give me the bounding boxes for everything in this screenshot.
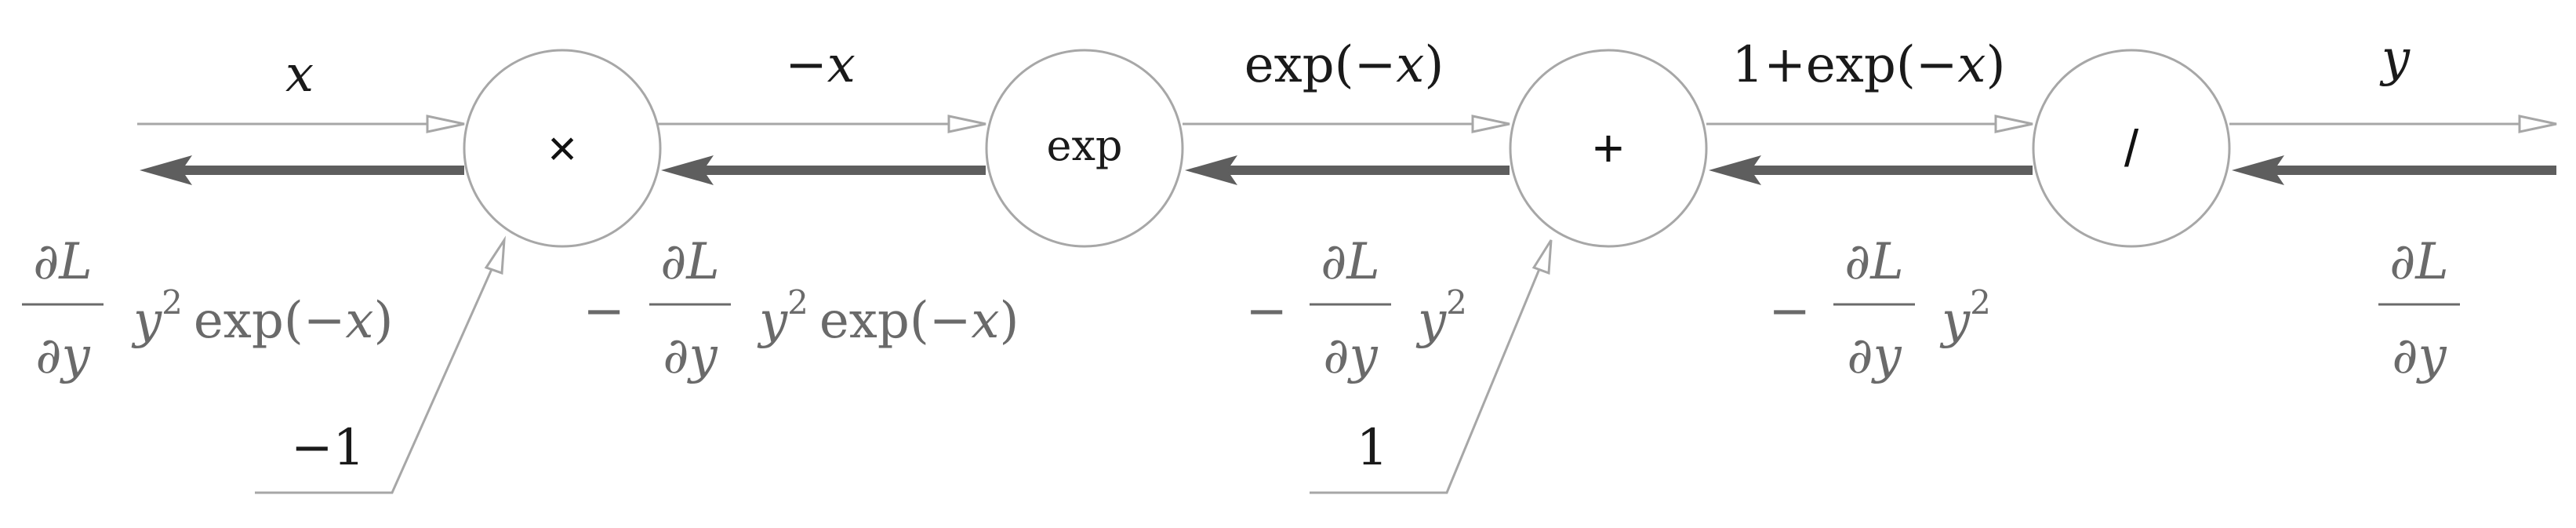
node-divide-symbol: /: [2124, 119, 2139, 177]
forward-arrowhead-x: [426, 115, 465, 133]
gradient-at-mul-exp-var: x: [971, 292, 999, 350]
label-one-plus-close: ): [1986, 36, 2006, 94]
gradient-at-add: − ∂L ∂y y2: [1768, 233, 1991, 385]
label-exp-var: x: [1396, 36, 1424, 94]
label-one-plus-exp: 1+exp(−x): [1732, 36, 2006, 94]
backward-arrowhead-to-x: [140, 155, 192, 185]
gradient-at-y: ∂L ∂y: [2378, 233, 2460, 385]
node-add-symbol: +: [1593, 118, 1624, 178]
gradient-at-exp-denominator: ∂y: [1323, 327, 1378, 385]
node-multiply: ×: [463, 49, 662, 248]
gradient-at-mul-denominator: ∂y: [663, 327, 718, 385]
gradient-at-exp-sq: 2: [1446, 283, 1467, 322]
label-x: x: [285, 46, 314, 104]
forward-arrowhead-exp: [1471, 115, 1510, 133]
gradient-at-add-rest: y2: [1939, 283, 1991, 350]
gradient-at-add-denominator: ∂y: [1847, 327, 1902, 385]
side-input-labels: −1 1: [291, 419, 1389, 477]
side-input-line-add: [1310, 246, 1550, 494]
node-exp: exp: [985, 49, 1184, 248]
label-y: y: [2379, 30, 2411, 88]
gradient-at-x-exp-close: ): [374, 292, 394, 350]
gradient-at-add-minus: −: [1768, 282, 1811, 340]
label-one-plus-func: 1+exp(−: [1732, 36, 1958, 94]
gradient-at-exp-rest: y2: [1415, 283, 1467, 350]
label-neg-x-sign: −: [785, 36, 827, 94]
forward-arrowhead-neg-x: [947, 115, 986, 133]
label-one-plus-var: x: [1957, 36, 1986, 94]
gradient-at-mul-exp: exp(−: [819, 292, 972, 350]
backward-arrowhead-to-exp: [1185, 155, 1237, 185]
label-exp-neg-x: exp(−x): [1244, 36, 1444, 94]
forward-arrows: [137, 115, 2557, 133]
gradient-at-add-numerator: ∂L: [1844, 233, 1904, 291]
gradient-at-exp: − ∂L ∂y y2: [1245, 233, 1467, 385]
backward-arrowhead-to-add: [1709, 155, 1761, 185]
gradient-at-mul-sq: 2: [787, 283, 808, 322]
gradient-at-mul-numerator: ∂L: [660, 233, 720, 291]
gradient-at-y-numerator: ∂L: [2389, 233, 2449, 291]
gradient-at-add-sq: 2: [1970, 283, 1991, 322]
gradient-at-mul-exp-close: ): [1000, 292, 1019, 350]
side-input-line-mul: [255, 246, 503, 494]
side-input-minus-one: −1: [291, 419, 365, 477]
gradient-at-mul-minus: −: [583, 282, 625, 340]
forward-arrowhead-y: [2518, 115, 2557, 133]
node-divide-circle: [2032, 49, 2231, 248]
node-multiply-symbol: ×: [547, 120, 576, 177]
gradient-at-add-y: y: [1939, 292, 1971, 350]
gradient-at-x-exp-var: x: [345, 292, 373, 350]
gradient-at-mul-y: y: [757, 292, 788, 350]
gradient-at-exp-y: y: [1415, 292, 1447, 350]
node-multiply-circle: [463, 49, 662, 248]
label-neg-x-var: x: [827, 36, 856, 94]
node-add-circle: [1509, 49, 1708, 248]
gradient-at-x-exp: exp(−: [194, 292, 346, 350]
side-inputs: [255, 235, 1553, 494]
backward-arrowhead-to-mul: [661, 155, 714, 185]
gradient-at-x-numerator: ∂L: [33, 233, 93, 291]
label-neg-x: −x: [785, 36, 856, 94]
forward-arrowhead-sum: [1994, 115, 2033, 133]
forward-labels: x −x exp(−x) 1+exp(−x) y: [285, 30, 2411, 104]
node-add: +: [1509, 49, 1708, 248]
gradient-at-x-y: y: [131, 292, 162, 350]
gradient-at-exp-minus: −: [1245, 282, 1288, 340]
node-divide: /: [2032, 49, 2231, 248]
side-input-arrowhead-add: [1531, 239, 1553, 275]
node-exp-circle: [985, 49, 1184, 248]
gradient-at-x-denominator: ∂y: [35, 327, 90, 385]
gradient-at-x: ∂L ∂y y2 exp(−x): [22, 233, 393, 385]
gradient-at-x-sq: 2: [162, 283, 183, 322]
label-exp-func: exp(−: [1244, 36, 1397, 94]
gradient-at-exp-numerator: ∂L: [1321, 233, 1380, 291]
side-input-arrowhead-mul: [484, 235, 506, 275]
label-exp-close: ): [1424, 36, 1444, 94]
gradient-at-mul: − ∂L ∂y y2 exp(−x): [583, 233, 1019, 385]
gradient-at-x-rest: y2 exp(−x): [131, 283, 393, 350]
node-exp-symbol: exp: [1047, 121, 1123, 170]
gradient-at-mul-rest: y2 exp(−x): [757, 283, 1019, 350]
side-input-one: 1: [1357, 419, 1389, 477]
backward-arrowhead-to-div: [2232, 155, 2284, 185]
backward-arrows: [140, 155, 2556, 185]
gradient-at-y-denominator: ∂y: [2392, 327, 2447, 385]
